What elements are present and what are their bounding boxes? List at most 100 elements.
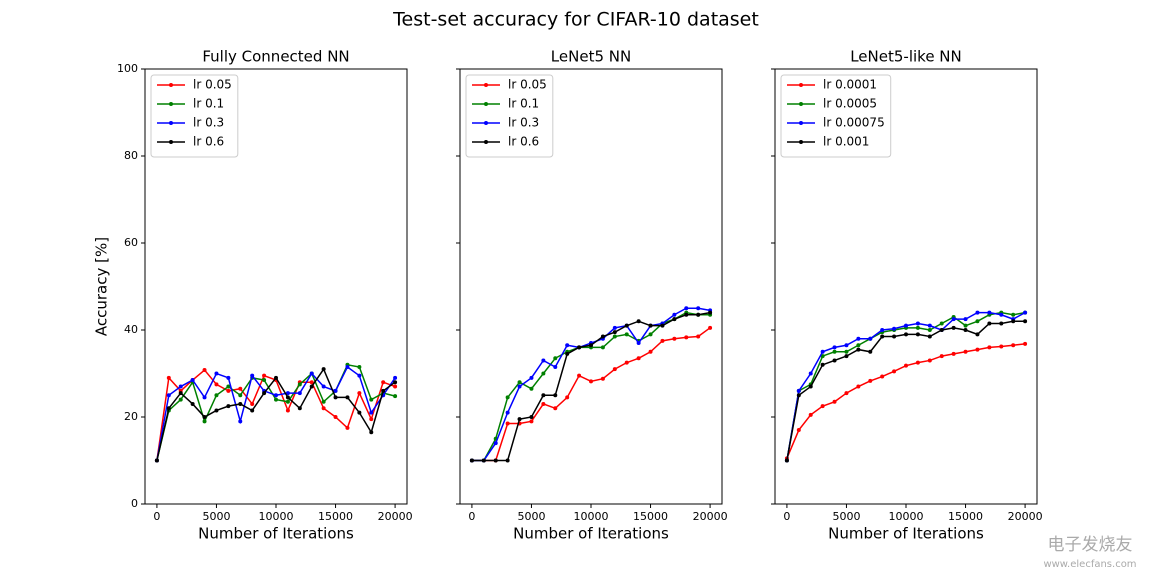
series-line	[471, 311, 711, 462]
point	[684, 312, 689, 317]
point	[927, 328, 932, 332]
legend-label: lr 0.3	[193, 116, 224, 130]
point	[832, 399, 837, 404]
point	[844, 354, 849, 359]
point	[190, 378, 195, 383]
point	[345, 364, 350, 369]
legend-marker	[484, 83, 488, 87]
point	[880, 374, 885, 379]
legend-marker	[799, 121, 803, 125]
point	[589, 343, 593, 348]
point	[262, 391, 267, 396]
point	[796, 428, 801, 433]
legend-marker	[169, 102, 173, 106]
point	[505, 421, 510, 426]
point	[624, 323, 629, 328]
point	[493, 441, 498, 446]
point	[915, 360, 920, 365]
point	[577, 373, 582, 378]
point	[250, 408, 255, 413]
point	[553, 364, 558, 369]
point	[309, 371, 314, 376]
point	[321, 399, 326, 404]
x-axis-label: Number of Iterations	[198, 525, 354, 543]
x-axis-label: Number of Iterations	[513, 525, 669, 543]
point	[321, 406, 326, 411]
point	[565, 343, 570, 348]
point	[274, 375, 278, 380]
point	[285, 391, 290, 396]
point	[808, 384, 813, 389]
point	[927, 334, 932, 339]
legend-marker	[484, 102, 488, 106]
point	[553, 406, 558, 411]
point	[939, 354, 944, 359]
point	[648, 332, 653, 337]
point	[696, 334, 701, 339]
point	[541, 371, 546, 376]
point	[505, 410, 510, 415]
legend-box	[150, 74, 239, 158]
point	[381, 380, 386, 385]
point	[214, 382, 219, 387]
point	[393, 380, 398, 385]
watermark-url: www.elecfans.com	[1043, 559, 1136, 570]
point	[808, 371, 813, 376]
point	[553, 356, 558, 361]
x-tick-label: 10000	[889, 510, 924, 523]
point	[892, 334, 897, 339]
legend-marker	[799, 140, 803, 144]
legend-marker	[169, 83, 173, 87]
point	[226, 375, 231, 380]
point	[963, 323, 968, 328]
point	[624, 332, 629, 337]
legend-label: lr 0.05	[508, 78, 547, 92]
point	[832, 345, 837, 350]
x-tick-label: 20000	[1008, 510, 1043, 523]
point	[321, 384, 326, 389]
legend-box	[780, 74, 892, 158]
legend-marker	[169, 121, 173, 125]
y-tick-label: 40	[124, 323, 138, 336]
point	[600, 334, 605, 339]
point	[226, 388, 231, 393]
point	[250, 401, 255, 406]
point	[951, 317, 956, 322]
point	[612, 325, 617, 330]
point	[297, 391, 302, 396]
point	[529, 419, 534, 424]
x-tick-label: 0	[783, 510, 790, 523]
point	[517, 380, 522, 385]
point	[915, 325, 920, 330]
point	[963, 328, 968, 332]
point	[381, 388, 386, 393]
point	[672, 312, 677, 317]
point	[660, 323, 665, 328]
x-tick-label: 15000	[318, 510, 353, 523]
point	[589, 379, 593, 384]
point	[1023, 341, 1028, 346]
point	[832, 349, 837, 354]
point	[844, 343, 849, 348]
point	[226, 404, 231, 409]
point	[297, 406, 302, 411]
point	[154, 458, 159, 463]
point	[357, 410, 362, 415]
point	[321, 367, 326, 372]
axes-frame	[459, 68, 723, 505]
point	[987, 310, 992, 315]
legend-marker	[484, 140, 488, 144]
legend-label: lr 0.001	[823, 135, 869, 149]
point	[1011, 319, 1016, 324]
point	[541, 393, 546, 398]
point	[999, 312, 1004, 317]
point	[927, 358, 932, 363]
point	[285, 408, 290, 413]
point	[178, 391, 183, 396]
figure-title: Test-set accuracy for CIFAR-10 dataset	[392, 9, 759, 31]
point	[796, 393, 801, 398]
point	[202, 415, 207, 419]
series-line	[471, 307, 711, 462]
point	[784, 458, 789, 463]
point	[672, 336, 677, 341]
